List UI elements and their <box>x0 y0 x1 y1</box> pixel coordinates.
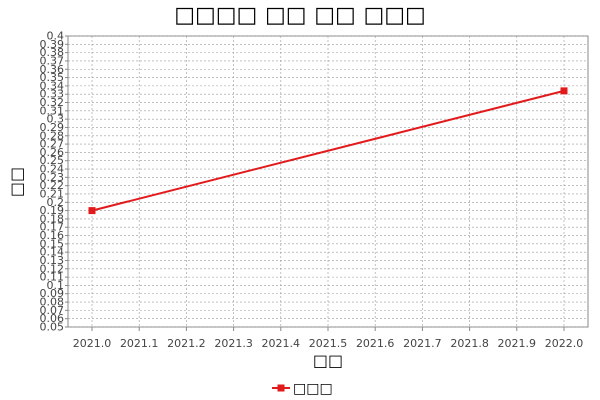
y-tick-label: 0.07 <box>40 304 65 317</box>
y-tick-label: 0.06 <box>40 312 65 325</box>
y-tick-label: 0.11 <box>40 271 65 284</box>
y-tick-label: 0.08 <box>40 296 65 309</box>
y-tick-label: 0.27 <box>40 138 65 151</box>
y-tick-label: 0.15 <box>40 237 65 250</box>
series-layer <box>88 87 568 215</box>
y-tick-label: 0.13 <box>40 254 65 267</box>
y-tick-label: 0.1 <box>47 279 65 292</box>
x-tick-label: 2021.5 <box>309 337 348 350</box>
y-tick-label: 0.28 <box>40 129 65 142</box>
y-tick-label: 0.3 <box>47 113 65 126</box>
y-tick-label: 0.12 <box>40 262 65 275</box>
y-tick-label: 0.33 <box>40 88 65 101</box>
x-tick-label: 2021.2 <box>167 337 206 350</box>
data-point <box>560 87 568 95</box>
y-axis-ticks: 0.050.060.070.080.090.10.110.120.130.140… <box>40 30 68 334</box>
y-tick-label: 0.09 <box>40 287 65 300</box>
y-tick-label: 0.31 <box>40 104 65 117</box>
y-tick-label: 0.16 <box>40 229 65 242</box>
legend-marker <box>277 384 285 392</box>
x-tick-label: 2021.6 <box>356 337 395 350</box>
y-tick-label: 0.35 <box>40 71 65 84</box>
legend: □□□ <box>272 381 333 397</box>
x-tick-label: 2021.3 <box>214 337 253 350</box>
y-tick-label: 0.14 <box>40 246 65 259</box>
y-tick-label: 0.18 <box>40 212 65 225</box>
y-tick-label: 0.22 <box>40 179 65 192</box>
grid-lines <box>68 35 588 328</box>
y-tick-label: 0.4 <box>47 30 65 43</box>
y-tick-label: 0.2 <box>47 196 65 209</box>
x-axis-label: □□ <box>313 351 343 370</box>
x-tick-label: 2021.8 <box>450 337 489 350</box>
x-tick-label: 2021.7 <box>403 337 442 350</box>
chart-title: □□□□ □□ □□ □□□ <box>174 3 426 28</box>
y-tick-label: 0.34 <box>40 79 65 92</box>
y-tick-label: 0.38 <box>40 46 65 59</box>
legend-label: □□□ <box>293 381 333 397</box>
x-tick-label: 2021.4 <box>262 337 301 350</box>
x-tick-label: 2021.0 <box>73 337 112 350</box>
x-tick-label: 2021.9 <box>498 337 537 350</box>
y-tick-label: 0.32 <box>40 96 65 109</box>
y-tick-label: 0.29 <box>40 121 65 134</box>
y-tick-label: 0.36 <box>40 63 65 76</box>
y-tick-label: 0.39 <box>40 38 65 51</box>
x-tick-label: 2021.1 <box>120 337 159 350</box>
y-tick-label: 0.26 <box>40 146 65 159</box>
y-tick-label: 0.21 <box>40 187 65 200</box>
y-tick-label: 0.23 <box>40 171 65 184</box>
y-tick-label: 0.37 <box>40 54 65 67</box>
y-axis-label: □□ <box>7 167 26 197</box>
y-tick-label: 0.25 <box>40 154 65 167</box>
x-tick-label: 2022.0 <box>545 337 584 350</box>
y-tick-label: 0.17 <box>40 221 65 234</box>
data-point <box>88 207 96 215</box>
y-tick-label: 0.19 <box>40 204 65 217</box>
y-tick-label: 0.24 <box>40 163 65 176</box>
series-line <box>91 89 565 212</box>
y-tick-label: 0.05 <box>40 321 65 334</box>
x-axis-ticks: 2021.0 2021.1 2021.2 2021.3 2021.4 2021.5 2021… <box>73 327 584 350</box>
